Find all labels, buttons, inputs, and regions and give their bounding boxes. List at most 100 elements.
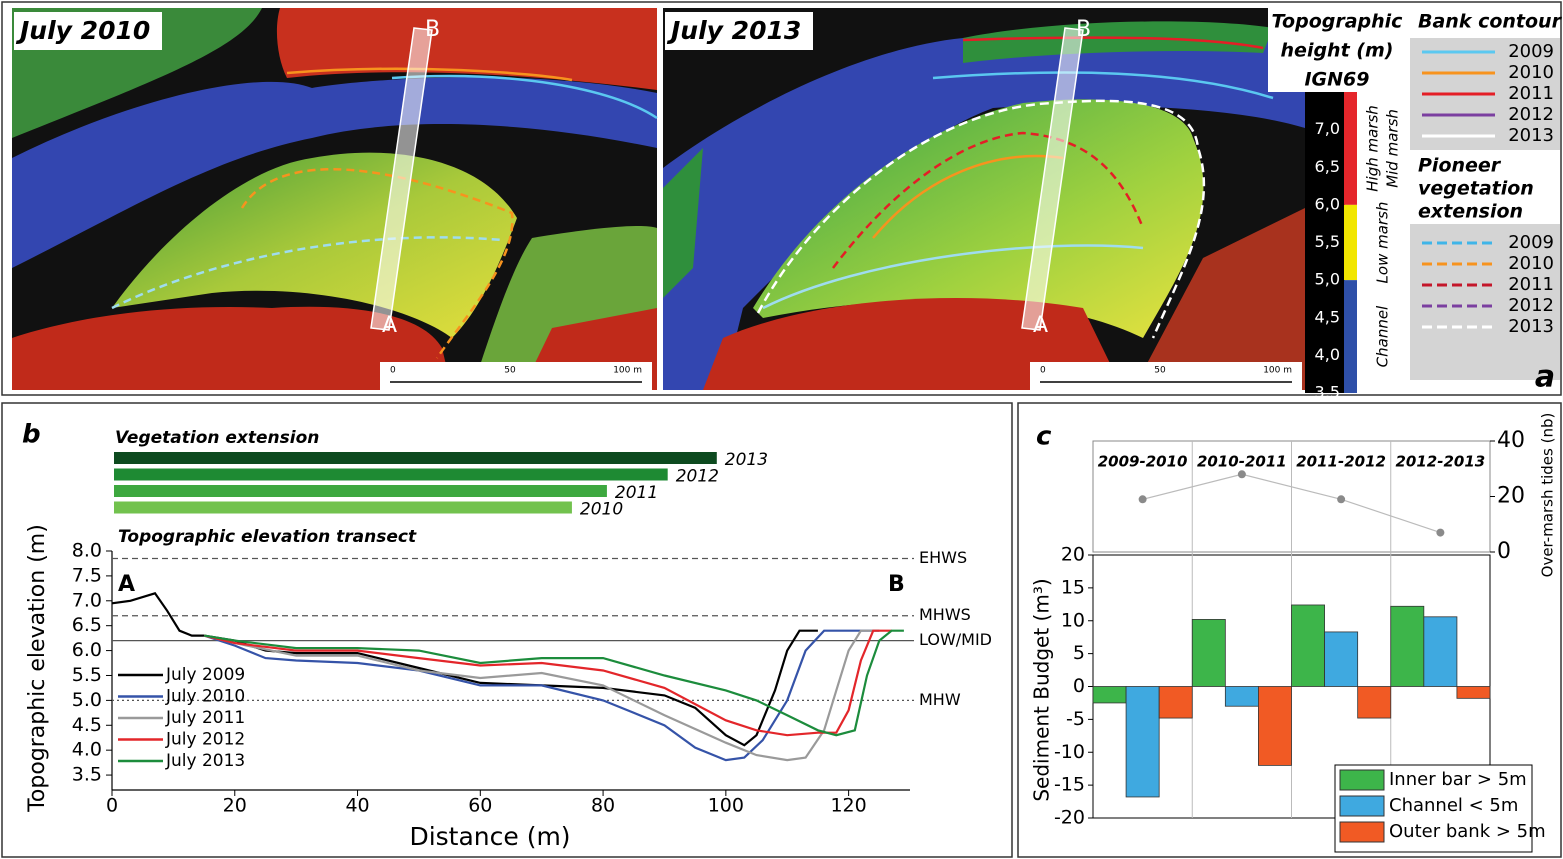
- legend-label: 2009: [1508, 232, 1554, 253]
- reference-label: MHW: [919, 690, 961, 709]
- legend-label: Inner bar > 5m: [1389, 769, 1527, 790]
- colorbar-title: height (m): [1281, 40, 1394, 62]
- legend-label: 2013: [1508, 316, 1554, 337]
- colorbar-tick-label: 3,5: [1315, 383, 1340, 402]
- transect-label: B: [425, 17, 440, 42]
- colorbar-title: Topographic: [1272, 11, 1404, 33]
- y-tick-label: 4.5: [72, 714, 102, 736]
- legend-swatch: [1339, 821, 1385, 843]
- tide-point: [1337, 495, 1346, 504]
- legend-title-box: [1410, 150, 1560, 224]
- tide-point: [1237, 470, 1246, 479]
- map-area: [1133, 208, 1305, 390]
- legend-label: July 2013: [165, 751, 245, 771]
- x-tick-label: 80: [591, 795, 615, 817]
- x-axis-label: Distance (m): [409, 822, 570, 851]
- y-tick-label: 5.5: [72, 664, 102, 686]
- x-tick-label: 20: [223, 795, 247, 817]
- bar: [1456, 686, 1491, 699]
- chart-title: Topographic elevation transect: [118, 527, 417, 547]
- x-tick-label: 40: [345, 795, 369, 817]
- legend-swatch: [1339, 769, 1385, 791]
- map-title-box: [14, 12, 162, 50]
- bar: [1158, 686, 1193, 719]
- y-axis-label: Sediment Budget (m³): [1030, 578, 1054, 801]
- x-tick-label: 120: [830, 795, 866, 817]
- bar-label: 2010: [580, 500, 623, 520]
- category-label: 2009-2010: [1098, 453, 1188, 471]
- y-tick-label: 7.0: [72, 589, 102, 611]
- legend-label: Channel < 5m: [1389, 795, 1518, 816]
- reference-label: LOW/MID: [919, 630, 992, 649]
- legend-label: 2012: [1508, 295, 1554, 316]
- y-tick-label: 0: [1073, 675, 1085, 697]
- legend-label: 2012: [1508, 104, 1554, 125]
- map-area: [703, 298, 1123, 390]
- y-tick-label: -10: [1054, 741, 1085, 763]
- colorbar-tick-label: 5,0: [1315, 270, 1340, 289]
- legend-swatch: [1339, 795, 1385, 817]
- legend-title: Pioneer: [1418, 155, 1502, 177]
- bar-label: 2013: [725, 450, 768, 470]
- y2-tick-label: 40: [1497, 428, 1525, 453]
- map: July 2013 A B 0 50 100 m: [663, 8, 1305, 390]
- y-tick-label: 20: [1061, 544, 1085, 566]
- bar: [1191, 619, 1226, 687]
- y2-tick-label: 0: [1497, 539, 1511, 564]
- map-title: July 2010: [15, 16, 150, 45]
- map-area: [12, 77, 657, 269]
- scale-bar-label: 100 m: [613, 366, 642, 376]
- contour-line: [391, 74, 658, 120]
- legend-title: vegetation: [1418, 178, 1534, 200]
- transect-label: B: [1076, 17, 1091, 42]
- contour-line: [832, 131, 1145, 269]
- contour-line: [962, 36, 1264, 50]
- reference-label: MHWS: [919, 605, 971, 624]
- y-tick-label: -20: [1054, 807, 1085, 829]
- colorbar-title-box: [1268, 8, 1406, 92]
- legend-label: 2010: [1508, 62, 1554, 83]
- y-tick-label: 5.0: [72, 689, 102, 711]
- scale-bar-box: [380, 362, 652, 390]
- bar: [114, 501, 572, 514]
- bar: [114, 485, 607, 497]
- y-tick-label: 6.0: [72, 639, 102, 661]
- legend-label: 2010: [1508, 253, 1554, 274]
- colorbar-zone: [1344, 204, 1357, 281]
- series-line: [203, 629, 880, 762]
- bar: [114, 452, 717, 464]
- x-tick-label: 0: [106, 795, 118, 817]
- panel-letter: c: [1036, 422, 1052, 452]
- map-area: [663, 28, 1305, 390]
- transect-band: [370, 27, 433, 331]
- zone-label: Low marsh: [1374, 202, 1392, 284]
- legend-label: July 2010: [165, 687, 245, 707]
- map-area: [112, 152, 517, 338]
- legend-title-box: [1410, 8, 1560, 38]
- scale-bar-label: 0: [390, 366, 396, 376]
- legend-label: 2009: [1508, 41, 1554, 62]
- contour-line: [756, 99, 1206, 339]
- chart-title: Vegetation extension: [115, 428, 319, 448]
- tide-line: [1142, 473, 1441, 534]
- map-area: [753, 99, 1204, 338]
- y-tick-label: 7.5: [72, 564, 102, 586]
- y2-axis-label: Over-marsh tides (nb): [1539, 413, 1557, 578]
- contour-line: [111, 236, 503, 310]
- bar: [1324, 631, 1359, 687]
- colorbar-tick-label: 6,0: [1315, 194, 1340, 213]
- bar: [1357, 686, 1392, 719]
- series-line: [203, 629, 892, 737]
- zone-label: High marsh: [1364, 105, 1382, 192]
- legend-title: extension: [1418, 201, 1523, 223]
- map-area: [12, 306, 452, 390]
- series-line: [203, 629, 880, 762]
- colorbar-title: IGN69: [1304, 69, 1369, 91]
- x-tick-label: 100: [708, 795, 744, 817]
- annotation: A: [118, 572, 135, 597]
- contour-line: [240, 168, 514, 359]
- contour-line: [932, 71, 1274, 100]
- panel-letter: b: [22, 420, 41, 450]
- reference-label: EHWS: [919, 548, 967, 567]
